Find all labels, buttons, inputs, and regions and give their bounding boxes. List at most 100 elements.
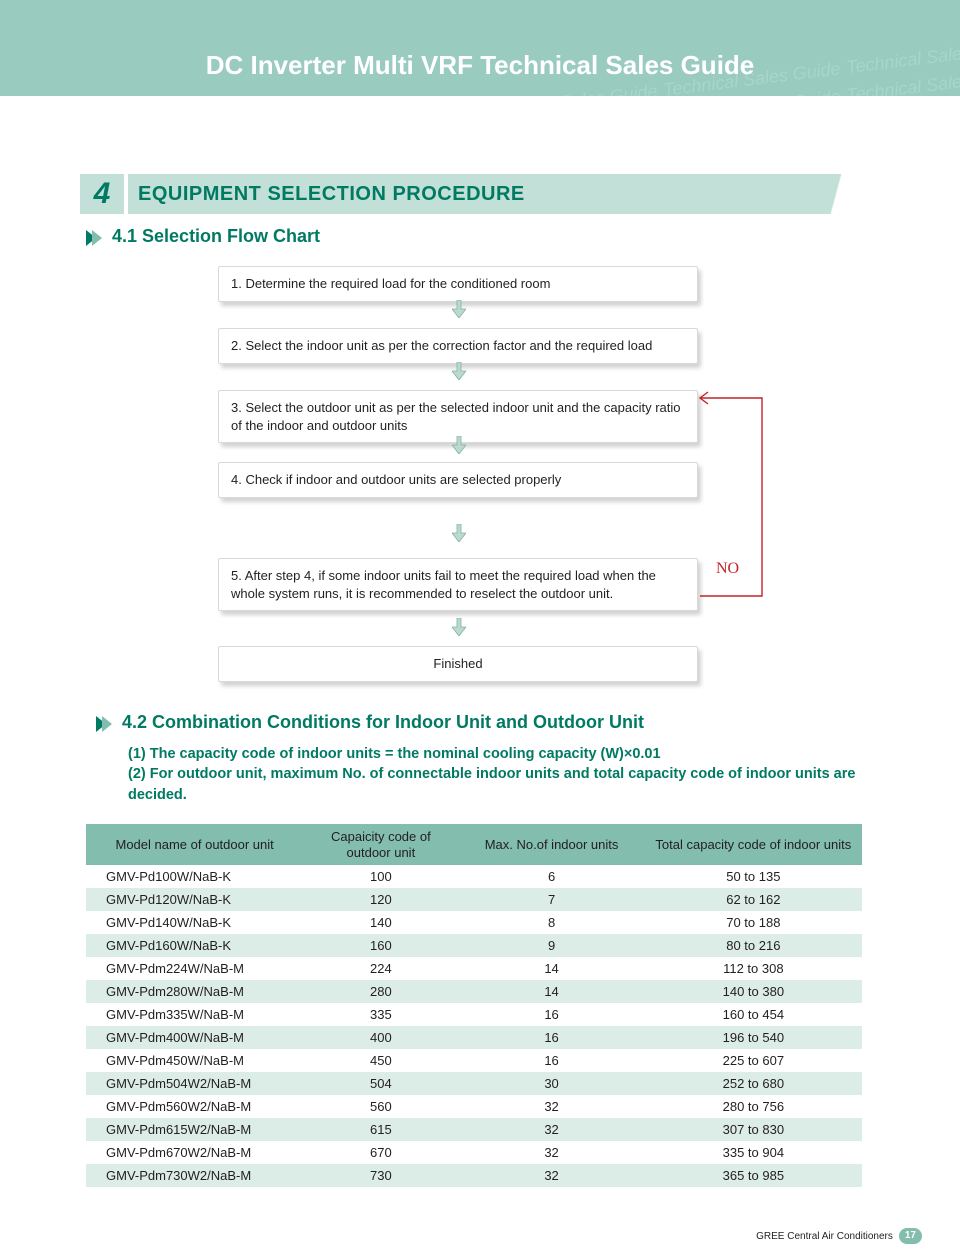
arrow-bullet-icon (84, 228, 104, 248)
table-cell: 400 (303, 1026, 458, 1049)
table-cell: GMV-Pd120W/NaB-K (86, 888, 303, 911)
table-cell: 14 (458, 957, 644, 980)
flow-down-arrow-icon (452, 618, 466, 636)
flow-step: 5. After step 4, if some indoor units fa… (218, 558, 698, 611)
flow-down-arrow-icon (452, 300, 466, 318)
capacity-table: Model name of outdoor unitCapaicity code… (86, 824, 862, 1187)
flow-step: 1. Determine the required load for the c… (218, 266, 698, 302)
table-cell: 365 to 985 (645, 1164, 862, 1187)
table-cell: 450 (303, 1049, 458, 1072)
table-cell: 252 to 680 (645, 1072, 862, 1095)
table-cell: 120 (303, 888, 458, 911)
table-row: GMV-Pdm730W2/NaB-M73032365 to 985 (86, 1164, 862, 1187)
table-cell: 16 (458, 1026, 644, 1049)
table-cell: 32 (458, 1164, 644, 1187)
footer-brand: GREE Central Air Conditioners (756, 1231, 893, 1242)
table-cell: GMV-Pdm400W/NaB-M (86, 1026, 303, 1049)
table-cell: GMV-Pdm670W2/NaB-M (86, 1141, 303, 1164)
flow-step: 2. Select the indoor unit as per the cor… (218, 328, 698, 364)
table-header-row: Model name of outdoor unitCapaicity code… (86, 824, 862, 865)
table-col-header: Total capacity code of indoor units (645, 824, 862, 865)
table-col-header: Max. No.of indoor units (458, 824, 644, 865)
table-cell: 560 (303, 1095, 458, 1118)
table-cell: 50 to 135 (645, 865, 862, 888)
flow-down-arrow-icon (452, 436, 466, 454)
flow-no-label: NO (716, 560, 739, 578)
table-cell: GMV-Pdm615W2/NaB-M (86, 1118, 303, 1141)
table-col-header: Model name of outdoor unit (86, 824, 303, 865)
section-title: EQUIPMENT SELECTION PROCEDURE (138, 183, 525, 206)
table-cell: 307 to 830 (645, 1118, 862, 1141)
table-row: GMV-Pdm280W/NaB-M28014140 to 380 (86, 980, 862, 1003)
flow-down-arrow-icon (452, 524, 466, 542)
table-cell: 196 to 540 (645, 1026, 862, 1049)
flow-down-arrow-icon (452, 362, 466, 380)
table-cell: GMV-Pdm504W2/NaB-M (86, 1072, 303, 1095)
table-col-header: Capaicity code of outdoor unit (303, 824, 458, 865)
table-cell: 112 to 308 (645, 957, 862, 980)
header-background: Technical Sales GuideTechnical Sales Gui… (0, 0, 960, 96)
table-cell: 32 (458, 1095, 644, 1118)
table-cell: 70 to 188 (645, 911, 862, 934)
table-cell: 32 (458, 1118, 644, 1141)
condition-line-1: (1) The capacity code of indoor units = … (128, 744, 880, 765)
flow-step: 4. Check if indoor and outdoor units are… (218, 462, 698, 498)
table-cell: GMV-Pdm335W/NaB-M (86, 1003, 303, 1026)
table-row: GMV-Pd100W/NaB-K100650 to 135 (86, 865, 862, 888)
table-cell: 8 (458, 911, 644, 934)
table-row: GMV-Pdm335W/NaB-M33516160 to 454 (86, 1003, 862, 1026)
table-row: GMV-Pd160W/NaB-K160980 to 216 (86, 934, 862, 957)
table-cell: 615 (303, 1118, 458, 1141)
table-row: GMV-Pdm615W2/NaB-M61532307 to 830 (86, 1118, 862, 1141)
page-footer: GREE Central Air Conditioners 17 (756, 1228, 922, 1244)
table-row: GMV-Pdm400W/NaB-M40016196 to 540 (86, 1026, 862, 1049)
table-cell: 62 to 162 (645, 888, 862, 911)
table-cell: GMV-Pdm450W/NaB-M (86, 1049, 303, 1072)
table-cell: 280 (303, 980, 458, 1003)
table-cell: 504 (303, 1072, 458, 1095)
table-cell: 335 to 904 (645, 1141, 862, 1164)
table-cell: 7 (458, 888, 644, 911)
table-cell: GMV-Pd160W/NaB-K (86, 934, 303, 957)
section-slant-decoration (806, 174, 866, 214)
table-row: GMV-Pd140W/NaB-K140870 to 188 (86, 911, 862, 934)
table-cell: 16 (458, 1003, 644, 1026)
section-title-box: EQUIPMENT SELECTION PROCEDURE (128, 174, 860, 214)
feedback-line (698, 390, 798, 610)
table-row: GMV-Pdm560W2/NaB-M56032280 to 756 (86, 1095, 862, 1118)
table-cell: 80 to 216 (645, 934, 862, 957)
section-number-box: 4 (80, 174, 124, 214)
table-cell: GMV-Pdm280W/NaB-M (86, 980, 303, 1003)
table-cell: 6 (458, 865, 644, 888)
table-cell: 14 (458, 980, 644, 1003)
table-cell: 160 (303, 934, 458, 957)
table-cell: GMV-Pd100W/NaB-K (86, 865, 303, 888)
table-cell: 280 to 756 (645, 1095, 862, 1118)
table-row: GMV-Pdm450W/NaB-M45016225 to 607 (86, 1049, 862, 1072)
table-cell: 30 (458, 1072, 644, 1095)
table-cell: 16 (458, 1049, 644, 1072)
page-header-title: DC Inverter Multi VRF Technical Sales Gu… (0, 50, 960, 81)
arrow-bullet-icon (94, 714, 114, 734)
table-cell: GMV-Pdm730W2/NaB-M (86, 1164, 303, 1187)
table-row: GMV-Pd120W/NaB-K120762 to 162 (86, 888, 862, 911)
table-cell: 224 (303, 957, 458, 980)
footer-page-badge: 17 (899, 1228, 922, 1244)
subsection-4-2-title: 4.2 Combination Conditions for Indoor Un… (122, 712, 644, 733)
table-cell: 140 to 380 (645, 980, 862, 1003)
table-row: GMV-Pdm670W2/NaB-M67032335 to 904 (86, 1141, 862, 1164)
flow-finished: Finished (218, 646, 698, 682)
section-heading-bar: 4 EQUIPMENT SELECTION PROCEDURE (80, 174, 860, 214)
table-cell: 670 (303, 1141, 458, 1164)
table-cell: 335 (303, 1003, 458, 1026)
table-cell: 9 (458, 934, 644, 957)
table-cell: 140 (303, 911, 458, 934)
table-cell: 160 to 454 (645, 1003, 862, 1026)
table-cell: 100 (303, 865, 458, 888)
section-number: 4 (94, 177, 111, 211)
table-cell: GMV-Pdm224W/NaB-M (86, 957, 303, 980)
table-row: GMV-Pdm504W2/NaB-M50430252 to 680 (86, 1072, 862, 1095)
table-cell: 730 (303, 1164, 458, 1187)
table-cell: 225 to 607 (645, 1049, 862, 1072)
subsection-4-1-title: 4.1 Selection Flow Chart (112, 226, 320, 247)
